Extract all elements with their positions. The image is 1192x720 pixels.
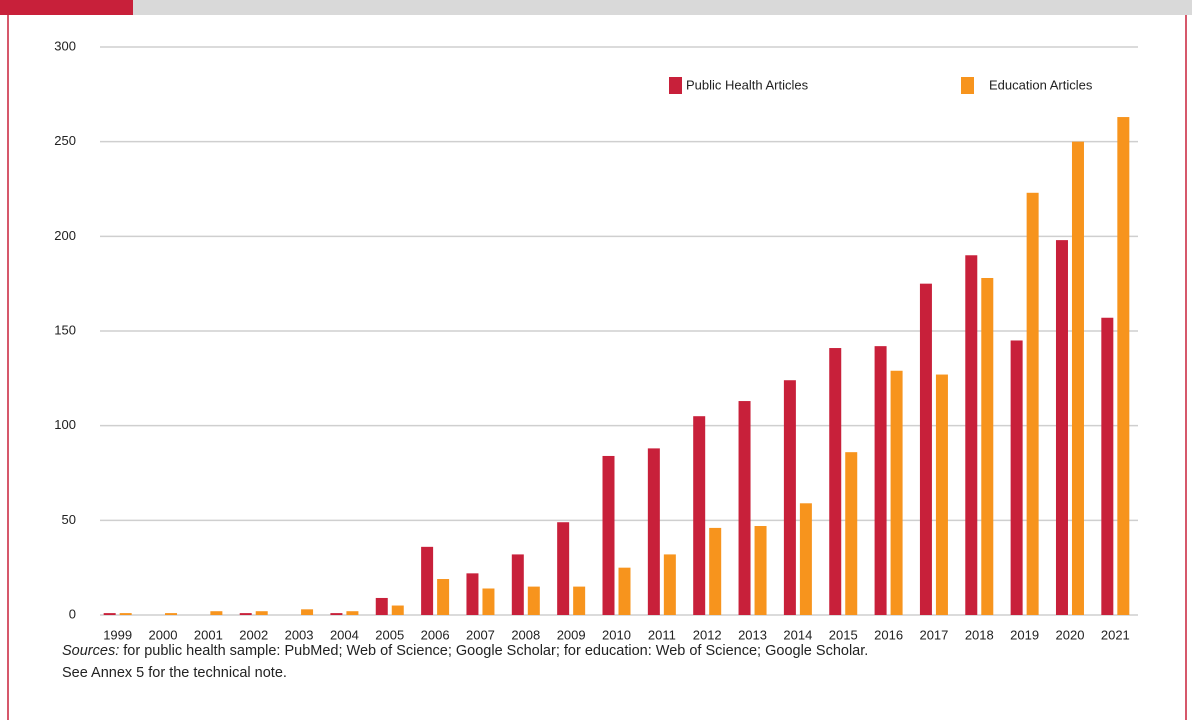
bar	[346, 611, 359, 615]
legend-swatch	[669, 77, 682, 94]
bar	[482, 588, 495, 615]
bar	[119, 613, 132, 615]
bar	[965, 255, 978, 615]
bar	[618, 567, 631, 615]
x-tick-label: 2014	[783, 627, 812, 642]
bar	[255, 611, 268, 615]
y-tick-label: 100	[54, 417, 76, 432]
y-tick-label: 200	[54, 228, 76, 243]
header-bar	[0, 0, 1192, 15]
y-tick-label: 0	[69, 606, 76, 621]
legend-swatch	[961, 77, 974, 94]
bar	[210, 611, 223, 615]
bar	[437, 579, 450, 615]
x-tick-label: 2005	[375, 627, 404, 642]
bar	[1055, 240, 1068, 615]
x-tick-label: 2004	[330, 627, 359, 642]
bar	[738, 401, 751, 615]
sources-label: Sources:	[62, 643, 119, 659]
x-tick-label: 2010	[602, 627, 631, 642]
bar	[1010, 340, 1023, 615]
x-tick-label: 2015	[829, 627, 858, 642]
x-tick-label: 2012	[693, 627, 722, 642]
x-tick-label: 2009	[557, 627, 586, 642]
x-tick-label: 2016	[874, 627, 903, 642]
bar	[330, 613, 343, 615]
bar	[829, 348, 842, 615]
x-tick-label: 2017	[919, 627, 948, 642]
bar	[1117, 117, 1130, 615]
x-tick-label: 2021	[1101, 627, 1130, 642]
bar	[1026, 192, 1039, 615]
bar	[573, 586, 586, 615]
bar	[103, 613, 116, 615]
bar	[663, 554, 676, 615]
bar	[466, 573, 479, 615]
bar	[693, 416, 706, 615]
x-tick-label: 2007	[466, 627, 495, 642]
legend-label: Public Health Articles	[686, 77, 809, 92]
bar	[890, 370, 903, 615]
x-tick-label: 1999	[103, 627, 132, 642]
bar	[935, 374, 948, 615]
x-tick-label: 2019	[1010, 627, 1039, 642]
header-label-box	[0, 0, 133, 15]
bar	[301, 609, 314, 615]
bar	[709, 527, 722, 615]
x-tick-label: 2013	[738, 627, 767, 642]
y-tick-label: 250	[54, 133, 76, 148]
bar	[783, 380, 796, 615]
x-tick-label: 2001	[194, 627, 223, 642]
sources: Sources: for public health sample: PubMe…	[62, 643, 868, 659]
bar	[391, 605, 404, 615]
y-tick-label: 150	[54, 322, 76, 337]
x-tick-label: 2000	[149, 627, 178, 642]
bar	[1101, 317, 1114, 615]
bar	[754, 526, 767, 615]
bar	[421, 546, 434, 615]
bar	[845, 452, 858, 615]
x-tick-label: 2018	[965, 627, 994, 642]
x-tick-label: 2020	[1056, 627, 1085, 642]
bar	[799, 503, 812, 615]
bar	[375, 597, 388, 615]
x-tick-label: 2008	[511, 627, 540, 642]
bar	[1071, 141, 1084, 615]
sources-text: for public health sample: PubMed; Web of…	[123, 643, 868, 659]
bar	[165, 613, 178, 615]
bar	[557, 522, 570, 615]
y-tick-label: 300	[54, 38, 76, 53]
x-tick-label: 2003	[285, 627, 314, 642]
note: See Annex 5 for the technical note.	[62, 665, 287, 681]
x-tick-label: 2002	[239, 627, 268, 642]
x-tick-label: 2006	[421, 627, 450, 642]
bar	[602, 455, 615, 615]
x-tick-label: 2011	[648, 627, 676, 642]
bar	[647, 448, 660, 615]
y-tick-label: 50	[62, 512, 76, 527]
bar	[239, 613, 252, 615]
bar	[919, 283, 932, 615]
legend-label: Education Articles	[989, 77, 1093, 92]
bar	[874, 346, 887, 615]
bar	[981, 277, 994, 615]
bar	[511, 554, 524, 615]
bar	[527, 586, 540, 615]
